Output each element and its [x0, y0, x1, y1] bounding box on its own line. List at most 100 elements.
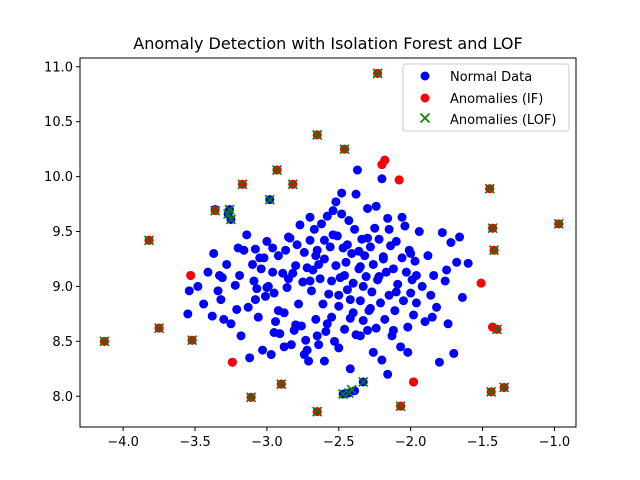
- normal-data-point: [342, 285, 352, 295]
- anomaly-lof-point: [487, 223, 498, 234]
- normal-data-point: [380, 314, 390, 324]
- x-tick-label: −3.5: [179, 435, 211, 450]
- normal-data-point: [370, 223, 380, 233]
- x-tick-label: −2.5: [323, 435, 355, 450]
- normal-data-point: [291, 261, 301, 271]
- normal-data-point: [351, 189, 361, 199]
- anomaly-lof-point: [246, 392, 257, 403]
- normal-data-point: [207, 311, 217, 321]
- normal-data-point: [406, 248, 416, 258]
- anomaly-lof-point: [287, 179, 298, 190]
- normal-data-point: [217, 273, 227, 283]
- normal-data-point: [363, 325, 373, 335]
- normal-data-point: [295, 220, 305, 230]
- normal-data-point: [318, 299, 328, 309]
- normal-data-point: [216, 295, 226, 305]
- normal-data-point: [243, 302, 253, 312]
- normal-data-point: [281, 245, 291, 255]
- normal-data-point: [230, 280, 240, 290]
- normal-data-point: [312, 331, 322, 341]
- normal-data-point: [268, 267, 278, 277]
- normal-data-point: [442, 265, 452, 275]
- y-tick-label: 11.0: [44, 60, 73, 75]
- normal-data-point: [259, 253, 269, 263]
- normal-data-point: [420, 317, 430, 327]
- anomaly-lof-point: [154, 323, 165, 334]
- normal-data-point: [193, 281, 203, 291]
- normal-data-point: [397, 253, 407, 263]
- normal-data-point: [199, 299, 209, 309]
- normal-data-point: [219, 314, 229, 324]
- anomaly-lof-point: [358, 376, 369, 388]
- normal-data-point: [291, 320, 301, 330]
- normal-data-point: [371, 201, 381, 211]
- normal-data-point: [305, 276, 315, 286]
- normal-data-point: [340, 324, 350, 334]
- normal-data-point: [317, 219, 327, 229]
- normal-data-point: [417, 281, 427, 291]
- normal-data-point: [388, 264, 398, 274]
- chart-title: Anomaly Detection with Isolation Forest …: [133, 34, 522, 53]
- normal-data-point: [314, 340, 324, 350]
- normal-data-point: [348, 278, 358, 288]
- anomaly-lof-point: [346, 384, 357, 395]
- normal-data-point: [301, 335, 311, 345]
- normal-data-point: [383, 213, 393, 223]
- normal-data-point: [288, 268, 298, 278]
- normal-data-point: [367, 287, 377, 297]
- normal-data-point: [328, 230, 338, 240]
- normal-data-point: [271, 317, 281, 327]
- normal-data-point: [355, 262, 365, 272]
- normal-data-point: [358, 281, 368, 291]
- normal-data-point: [363, 233, 373, 243]
- anomaly-lof-point: [264, 194, 275, 205]
- normal-data-point: [253, 312, 263, 322]
- normal-data-point: [388, 325, 398, 335]
- anomaly-lof-point: [210, 205, 221, 216]
- normal-data-point: [203, 267, 213, 277]
- normal-data-point: [403, 347, 413, 357]
- normal-data-point: [344, 216, 354, 226]
- normal-data-point: [427, 312, 437, 322]
- normal-data-point: [423, 251, 433, 261]
- anomaly-lof-point: [553, 218, 564, 229]
- anomaly-lof-point: [484, 183, 495, 194]
- normal-data-point: [374, 234, 384, 244]
- normal-data-point: [403, 322, 413, 332]
- normal-data-point: [340, 270, 350, 280]
- normal-data-point: [315, 274, 325, 284]
- x-tick-label: −3.0: [251, 435, 283, 450]
- normal-data-point: [337, 188, 347, 198]
- anomaly-lof-point: [486, 386, 497, 397]
- y-tick-label: 8.5: [52, 335, 73, 350]
- normal-data-point: [365, 242, 375, 252]
- normal-data-point: [278, 268, 288, 278]
- normal-data-point: [308, 265, 318, 275]
- normal-data-point: [371, 323, 381, 333]
- normal-data-point: [381, 267, 391, 277]
- normal-data-point: [239, 245, 249, 255]
- normal-data-point: [334, 343, 344, 353]
- normal-data-point: [393, 279, 403, 289]
- anomaly-lof-point: [312, 129, 323, 140]
- normal-data-point: [414, 227, 424, 237]
- normal-data-point: [352, 165, 362, 175]
- normal-data-point: [334, 290, 344, 300]
- y-tick-label: 10.5: [44, 115, 73, 130]
- normal-data-point: [322, 211, 332, 221]
- x-tick-label: −4.0: [107, 435, 139, 450]
- normal-data-point: [377, 355, 387, 365]
- anomaly-lof-point: [224, 204, 235, 215]
- normal-data-point: [355, 296, 365, 306]
- normal-data-point: [294, 299, 304, 309]
- normal-data-point: [400, 221, 410, 231]
- normal-data-point: [401, 267, 411, 277]
- anomaly-if-point: [380, 155, 390, 165]
- y-tick-label: 10.0: [44, 170, 73, 185]
- normal-data-point: [348, 308, 358, 318]
- points-layer: [99, 68, 564, 417]
- normal-data-point: [299, 247, 309, 257]
- normal-data-point: [455, 232, 465, 242]
- normal-data-point: [249, 276, 259, 286]
- normal-data-point: [269, 288, 279, 298]
